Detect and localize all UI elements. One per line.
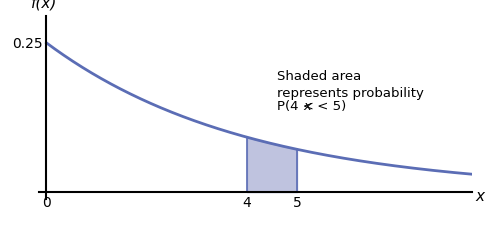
Text: f(x): f(x) [31, 0, 57, 10]
Text: x: x [475, 189, 484, 204]
Text: < 5): < 5) [313, 100, 346, 113]
Text: Shaded area
represents probability: Shaded area represents probability [277, 70, 424, 100]
Text: P(4 <: P(4 < [277, 100, 318, 113]
Text: x: x [303, 100, 311, 113]
